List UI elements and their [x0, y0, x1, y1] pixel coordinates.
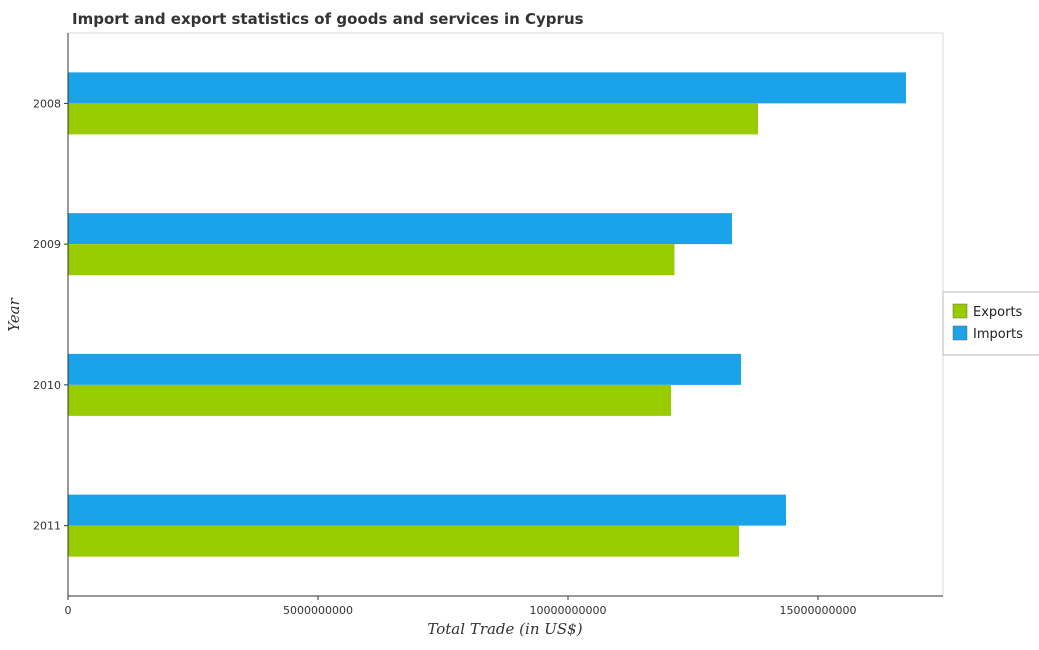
- legend-label-imports: Imports: [973, 327, 1023, 342]
- bar-exports-2009: [68, 244, 675, 276]
- x-axis-title: Total Trade (in US$): [427, 620, 582, 638]
- bar-exports-2010: [68, 384, 671, 416]
- chart-title: Import and export statistics of goods an…: [72, 10, 584, 28]
- x-ticks-group: 0 5000000000 10000000000 15000000000: [65, 596, 857, 617]
- bar-imports-2008: [68, 72, 906, 104]
- legend: Exports Imports: [942, 291, 1039, 356]
- x-tick-label: 10000000000: [530, 604, 607, 617]
- y-axis-title: Year: [5, 297, 23, 331]
- x-tick-label: 0: [65, 604, 72, 617]
- bar-exports-2008: [68, 103, 758, 135]
- x-tick-label: 15000000000: [780, 604, 857, 617]
- x-tick-label: 5000000000: [283, 604, 353, 617]
- bar-imports-2009: [68, 213, 732, 245]
- y-tick-label-2009: 2009: [33, 238, 61, 251]
- bar-imports-2010: [68, 353, 741, 385]
- y-tick-label-2010: 2010: [33, 379, 61, 392]
- legend-label-exports: Exports: [973, 305, 1023, 320]
- y-tick-label-2008: 2008: [33, 97, 61, 110]
- legend-box: [942, 291, 1039, 356]
- bars-group: [68, 72, 906, 557]
- bar-imports-2011: [68, 494, 786, 526]
- y-tick-label-2011: 2011: [33, 520, 61, 533]
- legend-swatch-exports: [952, 303, 968, 319]
- bar-exports-2011: [68, 525, 739, 557]
- y-ticks-group: 2008 2009 2010 2011: [33, 97, 68, 533]
- legend-swatch-imports: [952, 325, 968, 341]
